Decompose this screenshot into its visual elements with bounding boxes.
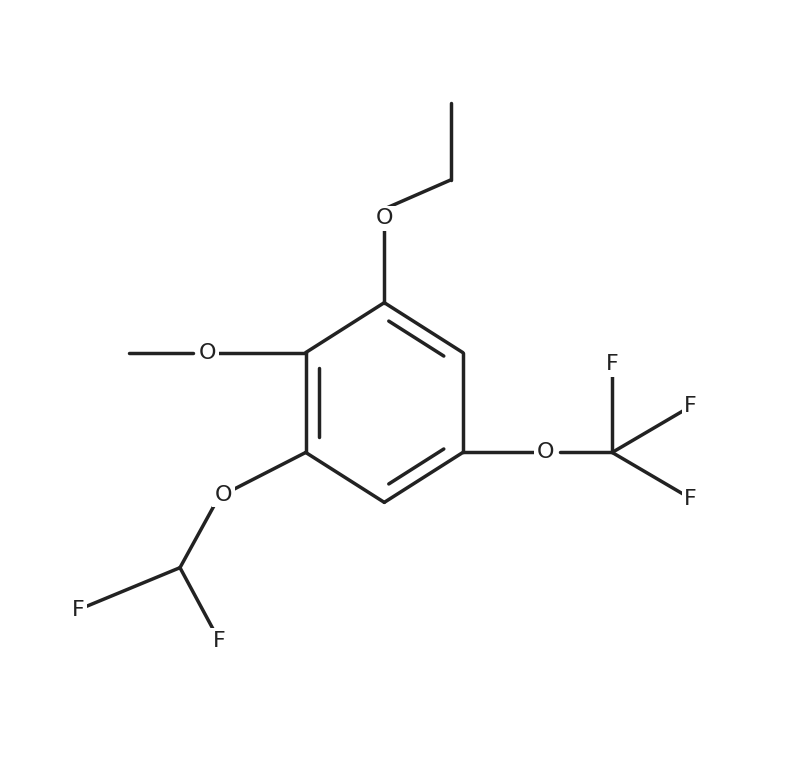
Text: F: F [606, 354, 618, 374]
Text: O: O [214, 485, 232, 504]
Text: F: F [684, 396, 697, 416]
Text: F: F [71, 600, 84, 620]
Text: O: O [537, 443, 554, 462]
Text: O: O [375, 208, 393, 228]
Text: F: F [684, 489, 697, 508]
Text: F: F [213, 630, 226, 651]
Text: O: O [198, 343, 216, 363]
